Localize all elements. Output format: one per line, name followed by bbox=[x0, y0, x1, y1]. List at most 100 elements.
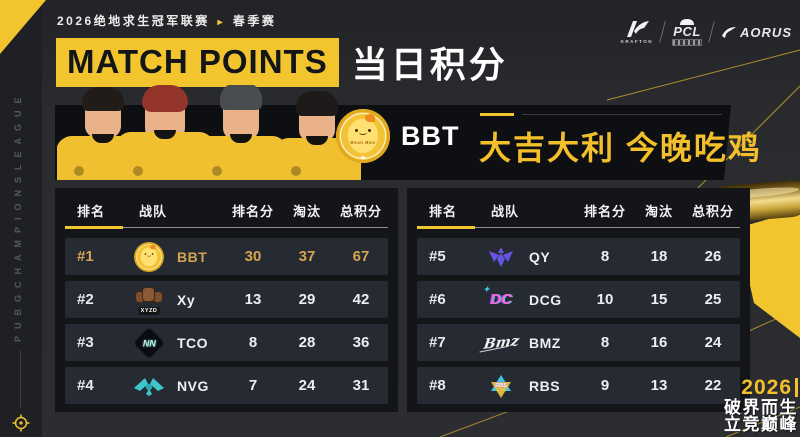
total-value: 25 bbox=[704, 291, 722, 308]
separator-arrow-icon: ▸ bbox=[217, 17, 226, 28]
placement-value: 10 bbox=[596, 291, 614, 308]
header-underline bbox=[417, 226, 740, 229]
team-name-value: TCO bbox=[177, 334, 209, 351]
sidebar-vertical-text: PUBGCHAMPIONSLEAGUE bbox=[13, 90, 23, 342]
header-team: 战队 bbox=[139, 203, 168, 219]
title-cn: 当日积分 bbox=[351, 44, 508, 85]
table-row: #3 NN TCO 8 28 36 bbox=[65, 324, 388, 361]
table-header: 排名 战队 排名分 淘汰 总积分 bbox=[417, 200, 740, 220]
table-row: #6 DC DCG 10 15 25 bbox=[417, 281, 740, 318]
scope-crosshair-icon bbox=[12, 414, 30, 432]
elims-value: 18 bbox=[650, 248, 668, 265]
team-name-value: RBS bbox=[529, 377, 561, 394]
table-row: #8 RBS RBS 9 13 22 bbox=[417, 367, 740, 404]
placement-value: 9 bbox=[600, 377, 610, 394]
table-row: #1 BBT 30 37 67 bbox=[65, 238, 388, 275]
pcl-helmet-icon bbox=[680, 19, 695, 25]
left-sidebar: PUBGCHAMPIONSLEAGUE bbox=[0, 0, 42, 437]
standings-table-left: 排名 战队 排名分 淘汰 总积分 #1 BBT 30 37 67 #2 bbox=[55, 188, 398, 412]
sponsor-logos: KRAFTON PCL AORUS bbox=[621, 18, 792, 46]
aorus-logo: AORUS bbox=[721, 25, 792, 39]
team-name-value: BMZ bbox=[529, 334, 561, 351]
team-logo-xyzd: XYZD bbox=[129, 285, 169, 315]
elims-value: 24 bbox=[298, 377, 316, 394]
elims-value: 37 bbox=[298, 248, 316, 265]
placement-value: 8 bbox=[248, 334, 258, 351]
header-underline bbox=[65, 226, 388, 229]
placement-value: 7 bbox=[248, 377, 258, 394]
bmz-signature-icon: Bmz bbox=[482, 332, 520, 353]
tco-nn-text: NN bbox=[142, 337, 156, 348]
team-name-value: BBT bbox=[177, 248, 208, 265]
elims-value: 29 bbox=[298, 291, 316, 308]
header-team: 战队 bbox=[491, 203, 520, 219]
placement-value: 8 bbox=[600, 334, 610, 351]
winning-team-name: BBT bbox=[401, 121, 460, 151]
table-row: #4 NVG 7 24 31 bbox=[65, 367, 388, 404]
rank-value: #7 bbox=[429, 334, 446, 351]
diagonal-line bbox=[606, 49, 800, 101]
standings-table-right: 排名 战队 排名分 淘汰 总积分 #5 bbox=[407, 188, 750, 412]
bbt-team-badge: Bean Boo ★ bbox=[336, 109, 390, 163]
aorus-eagle-icon bbox=[722, 27, 737, 38]
team-logo-bbt bbox=[129, 241, 169, 272]
elims-value: 16 bbox=[650, 334, 668, 351]
xyzd-tag-text: XYZD bbox=[138, 306, 160, 315]
krafton-k-icon bbox=[626, 20, 649, 37]
player-photo-4 bbox=[269, 85, 365, 180]
placement-value: 13 bbox=[244, 291, 262, 308]
year-accent-bar bbox=[795, 378, 798, 398]
rank-value: #4 bbox=[77, 377, 94, 394]
total-value: 36 bbox=[352, 334, 370, 351]
team-logo-nvg bbox=[129, 376, 169, 396]
table-row: #7 Bmz BMZ 8 16 24 bbox=[417, 324, 740, 361]
team-logo-qy bbox=[481, 246, 521, 268]
dcg-text-icon: DC bbox=[483, 285, 512, 308]
logo-divider bbox=[708, 21, 715, 43]
team-logo-bmz: Bmz bbox=[481, 332, 521, 353]
slogan-line-1: 破界而生 bbox=[724, 397, 798, 417]
team-name-value: Xy bbox=[177, 291, 196, 308]
elims-value: 13 bbox=[650, 377, 668, 394]
event-year: 2026 bbox=[741, 375, 792, 399]
total-value: 26 bbox=[704, 248, 722, 265]
rank-value: #2 bbox=[77, 291, 94, 308]
nvg-wings-icon bbox=[134, 377, 164, 396]
pcl-logo: PCL bbox=[672, 18, 703, 46]
elims-value: 28 bbox=[298, 334, 316, 351]
rank-value: #6 bbox=[429, 291, 446, 308]
event-slogan-block: 2026 破界而生 立竞巅峰 bbox=[724, 375, 798, 435]
team-logo-rbs: RBS bbox=[481, 373, 521, 399]
krafton-label: KRAFTON bbox=[620, 38, 654, 44]
table-row: #2 XYZD Xy 13 29 42 bbox=[65, 281, 388, 318]
header-elims: 淘汰 bbox=[292, 203, 321, 219]
team-logo-dcg: DC bbox=[481, 285, 521, 308]
rbs-text: RBS bbox=[495, 382, 507, 389]
season-label: 春季赛 bbox=[232, 14, 277, 28]
league-name: 2026绝地求生冠军联赛 bbox=[57, 14, 210, 28]
total-value: 42 bbox=[352, 291, 370, 308]
total-value: 22 bbox=[704, 377, 722, 394]
elims-value: 15 bbox=[650, 291, 668, 308]
league-subtitle: 2026绝地求生冠军联赛 ▸ 春季赛 bbox=[57, 12, 276, 29]
total-value: 31 bbox=[352, 377, 370, 394]
rank-value: #5 bbox=[429, 248, 446, 265]
pcl-label: PCL bbox=[673, 24, 701, 39]
rank-value: #8 bbox=[429, 377, 446, 394]
rank-value: #3 bbox=[77, 334, 94, 351]
slogan-rule-line bbox=[522, 114, 722, 115]
placement-value: 8 bbox=[600, 248, 610, 265]
placement-value: 30 bbox=[244, 248, 262, 265]
team-logo-tco: NN bbox=[129, 326, 169, 359]
table-row: #5 QY 8 18 26 bbox=[417, 238, 740, 275]
krafton-logo: KRAFTON bbox=[621, 20, 653, 45]
pcl-sub-badge bbox=[672, 39, 703, 46]
total-value: 67 bbox=[352, 248, 370, 265]
header-elims: 淘汰 bbox=[644, 203, 673, 219]
rank-value: #1 bbox=[77, 248, 94, 265]
table-header: 排名 战队 排名分 淘汰 总积分 bbox=[65, 200, 388, 220]
slogan-line-2: 立竞巅峰 bbox=[724, 415, 798, 435]
chick-mascot-icon: Bean Boo ★ bbox=[336, 109, 390, 163]
team-name-value: NVG bbox=[177, 377, 209, 394]
